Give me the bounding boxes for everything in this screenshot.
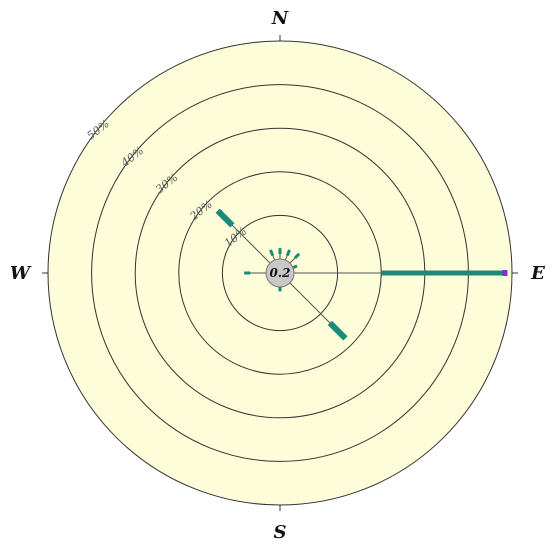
compass-e: E [530, 263, 545, 284]
calm-value: 0.2 [270, 266, 291, 280]
petal-bar-8 [215, 208, 235, 228]
calm-circle [265, 258, 295, 288]
compass-w: W [10, 263, 32, 284]
petal-bar-2 [293, 252, 301, 260]
compass-n: N [271, 8, 290, 29]
east-tip-marker [502, 270, 508, 276]
petals-layer [215, 208, 508, 341]
petal-bar-9 [269, 249, 275, 257]
petal-bar-1 [285, 249, 291, 257]
petal-bar-5 [327, 320, 348, 341]
compass-s: S [274, 522, 287, 543]
